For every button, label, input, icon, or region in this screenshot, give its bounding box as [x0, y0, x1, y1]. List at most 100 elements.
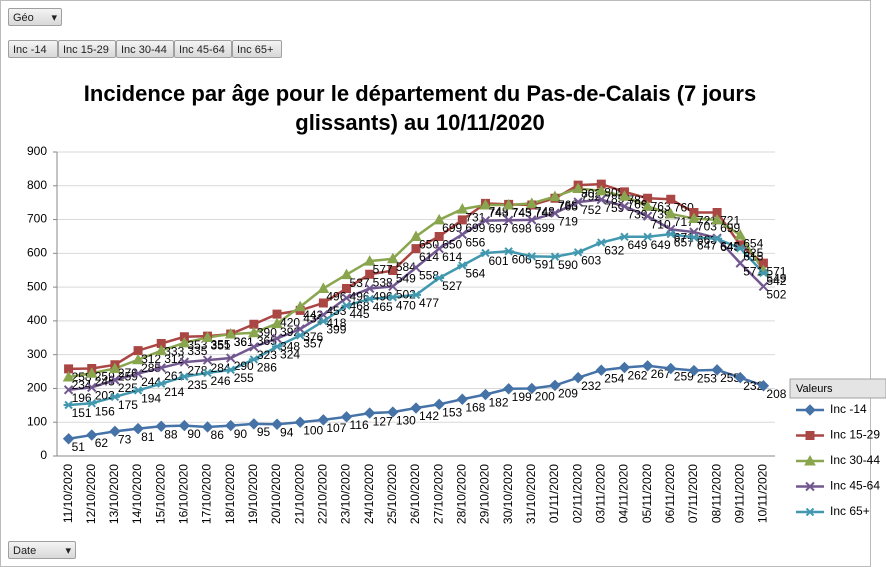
data-label: 468: [350, 299, 370, 313]
data-label: 805: [604, 185, 624, 199]
marker: [734, 371, 746, 384]
x-tick-label: 17/10/2020: [200, 464, 214, 524]
data-label: 549: [396, 272, 416, 286]
marker: [317, 414, 330, 426]
data-label: 710: [651, 217, 671, 231]
data-label: 496: [373, 290, 393, 304]
data-label: 699: [720, 221, 740, 235]
marker: [109, 425, 121, 438]
data-label: 699: [465, 221, 485, 235]
data-label: 90: [187, 427, 201, 441]
x-tick-label: 13/10/2020: [107, 464, 121, 524]
marker: [433, 398, 445, 411]
data-label: 90: [234, 427, 248, 441]
date-filter-button[interactable]: Date ▾: [8, 541, 76, 559]
x-tick-label: 09/11/2020: [732, 464, 746, 523]
data-label: 601: [488, 254, 508, 268]
legend-marker: [805, 431, 815, 440]
marker: [573, 248, 584, 257]
data-label: 130: [396, 413, 416, 427]
marker: [550, 208, 560, 218]
data-label: 390: [257, 325, 277, 339]
data-label: 538: [373, 275, 393, 289]
data-label: 745: [512, 206, 532, 220]
data-label: 502: [396, 288, 416, 302]
marker: [132, 422, 144, 435]
data-label: 284: [211, 361, 231, 375]
marker: [688, 233, 699, 242]
data-label: 739: [627, 208, 647, 222]
marker: [133, 368, 143, 379]
series-button[interactable]: Inc 45-64: [174, 40, 232, 58]
data-label: 199: [512, 390, 532, 404]
x-tick-label: 22/10/2020: [316, 464, 330, 524]
marker: [734, 229, 747, 240]
data-label: 647: [697, 239, 717, 253]
marker: [63, 385, 74, 395]
marker: [502, 383, 515, 395]
marker: [410, 230, 422, 241]
data-label: 153: [442, 405, 462, 419]
marker: [479, 388, 492, 401]
marker: [295, 331, 306, 340]
legend-marker: [804, 404, 816, 416]
marker: [86, 399, 97, 408]
data-label: 312: [164, 352, 184, 366]
marker: [340, 268, 353, 280]
marker: [573, 197, 583, 207]
data-label: 196: [72, 391, 92, 405]
data-label: 785: [604, 192, 624, 206]
marker: [549, 379, 561, 392]
data-label: 782: [627, 193, 647, 207]
data-label: 759: [604, 201, 624, 215]
data-label: 502: [766, 288, 786, 302]
data-label: 262: [627, 369, 647, 383]
series-button[interactable]: Inc 65+: [232, 40, 282, 58]
y-tick-label: 800: [27, 178, 47, 192]
data-label: 649: [627, 238, 647, 252]
data-label: 270: [118, 366, 138, 380]
data-label: 348: [280, 340, 300, 354]
data-label: 496: [350, 290, 370, 304]
series-button[interactable]: Inc 15-29: [58, 40, 116, 58]
series-button[interactable]: Inc 30-44: [116, 40, 174, 58]
data-label: 399: [326, 322, 346, 336]
data-label: 259: [118, 370, 138, 384]
marker: [317, 282, 330, 293]
y-tick-label: 400: [27, 313, 47, 327]
y-tick-label: 200: [27, 381, 47, 395]
data-label: 752: [581, 203, 601, 217]
marker: [388, 266, 398, 276]
data-label: 225: [118, 381, 138, 395]
marker: [758, 268, 769, 278]
marker: [526, 382, 538, 395]
marker: [202, 355, 213, 365]
data-label: 663: [697, 233, 717, 247]
x-tick-label: 11/10/2020: [61, 464, 75, 523]
data-label: 245: [95, 374, 115, 388]
legend-marker: [804, 454, 816, 466]
data-label: 200: [535, 390, 555, 404]
legend-label: Inc 15-29: [830, 428, 880, 442]
y-tick-label: 700: [27, 212, 47, 226]
marker: [411, 244, 421, 254]
data-label: 142: [419, 409, 439, 423]
data-label: 116: [350, 418, 369, 432]
data-label: 62: [95, 436, 109, 450]
series-button[interactable]: Inc -14: [8, 40, 58, 58]
marker: [757, 380, 770, 392]
geo-filter-button[interactable]: Géo ▾: [8, 8, 62, 26]
marker: [248, 326, 260, 338]
data-label: 81: [141, 430, 155, 444]
data-label: 603: [581, 253, 601, 267]
data-label: 208: [766, 387, 786, 401]
marker: [503, 215, 514, 225]
data-label: 254: [604, 371, 624, 385]
data-label: 168: [465, 400, 485, 414]
marker: [132, 353, 144, 365]
marker: [711, 364, 723, 376]
marker: [665, 229, 676, 239]
marker: [480, 248, 491, 258]
data-label: 614: [442, 250, 462, 264]
marker: [619, 201, 630, 212]
